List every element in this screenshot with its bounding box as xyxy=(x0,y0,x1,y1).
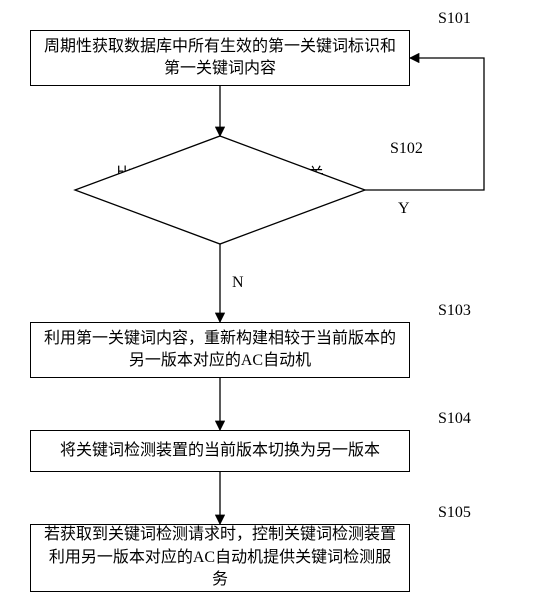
node-s104-label: S104 xyxy=(438,410,471,428)
node-s101-text: 周期性获取数据库中所有生效的第一关键词标识和第一关键词内容 xyxy=(41,36,399,81)
node-s103: 利用第一关键词内容，重新构建相较于当前版本的另一版本对应的AC自动机 xyxy=(30,322,410,378)
node-s105-text: 若获取到关键词检测请求时，控制关键词检测装置利用另一版本对应的AC自动机提供关键… xyxy=(41,524,399,591)
node-s102-text: 比对第一关键词标识和第二关键词标识是否相同 xyxy=(116,166,324,205)
node-s101-label: S101 xyxy=(438,10,471,28)
node-s104: 将关键词检测装置的当前版本切换为另一版本 xyxy=(30,430,410,472)
edge-label-y: Y xyxy=(398,200,410,218)
node-s104-text: 将关键词检测装置的当前版本切换为另一版本 xyxy=(60,440,380,462)
node-s102-label: S102 xyxy=(390,140,423,158)
node-s103-label: S103 xyxy=(438,302,471,320)
edge-label-n: N xyxy=(232,274,244,292)
node-s101: 周期性获取数据库中所有生效的第一关键词标识和第一关键词内容 xyxy=(30,30,410,86)
node-s102-textbox: 比对第一关键词标识和第二关键词标识是否相同 xyxy=(110,164,330,209)
node-s105: 若获取到关键词检测请求时，控制关键词检测装置利用另一版本对应的AC自动机提供关键… xyxy=(30,524,410,592)
node-s105-label: S105 xyxy=(438,504,471,522)
node-s103-text: 利用第一关键词内容，重新构建相较于当前版本的另一版本对应的AC自动机 xyxy=(41,328,399,373)
flowchart-canvas: 周期性获取数据库中所有生效的第一关键词标识和第一关键词内容 S101 比对第一关… xyxy=(0,0,539,611)
